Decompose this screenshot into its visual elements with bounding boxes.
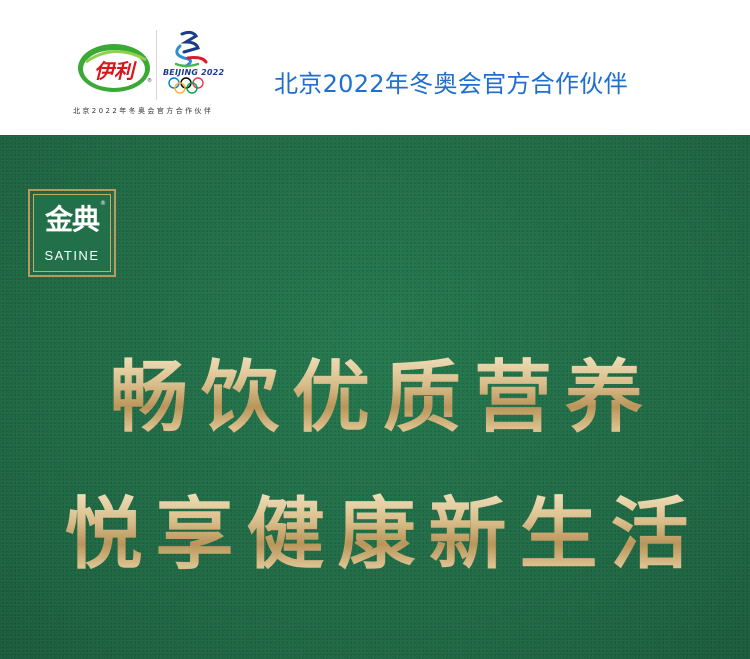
logo-divider (156, 30, 157, 100)
partner-title: 北京2022年冬奥会官方合作伙伴 (274, 70, 628, 98)
svg-text:®: ® (147, 77, 152, 84)
headline-line-2: 悦享健康新生活 (0, 490, 750, 580)
headline-line-1: 畅饮优质营养 (0, 353, 750, 443)
brand-name-cn: 金典 (44, 203, 100, 236)
olympic-rings-icon (168, 77, 204, 94)
green-banner: 金典 ® SATINE 畅饮优质营养 悦享健康新生活 (0, 135, 750, 659)
registered-mark: ® (100, 200, 106, 207)
beijing-2022-emblem-icon (168, 30, 208, 94)
header-subtext: 北京2022年冬奥会官方合作伙伴 (73, 107, 214, 115)
yili-logo-icon: 伊利 ® (78, 44, 152, 92)
beijing-2022-text: BEIJING 2022 (163, 68, 225, 77)
yili-logo-text: 伊利 (94, 59, 137, 83)
satine-brand-badge: 金典 ® SATINE (28, 189, 116, 277)
header: 伊利 ® BEIJING 2022 北京2022年冬奥会官方合作伙伴 北京202… (0, 0, 750, 135)
brand-name-en: SATINE (44, 248, 100, 263)
